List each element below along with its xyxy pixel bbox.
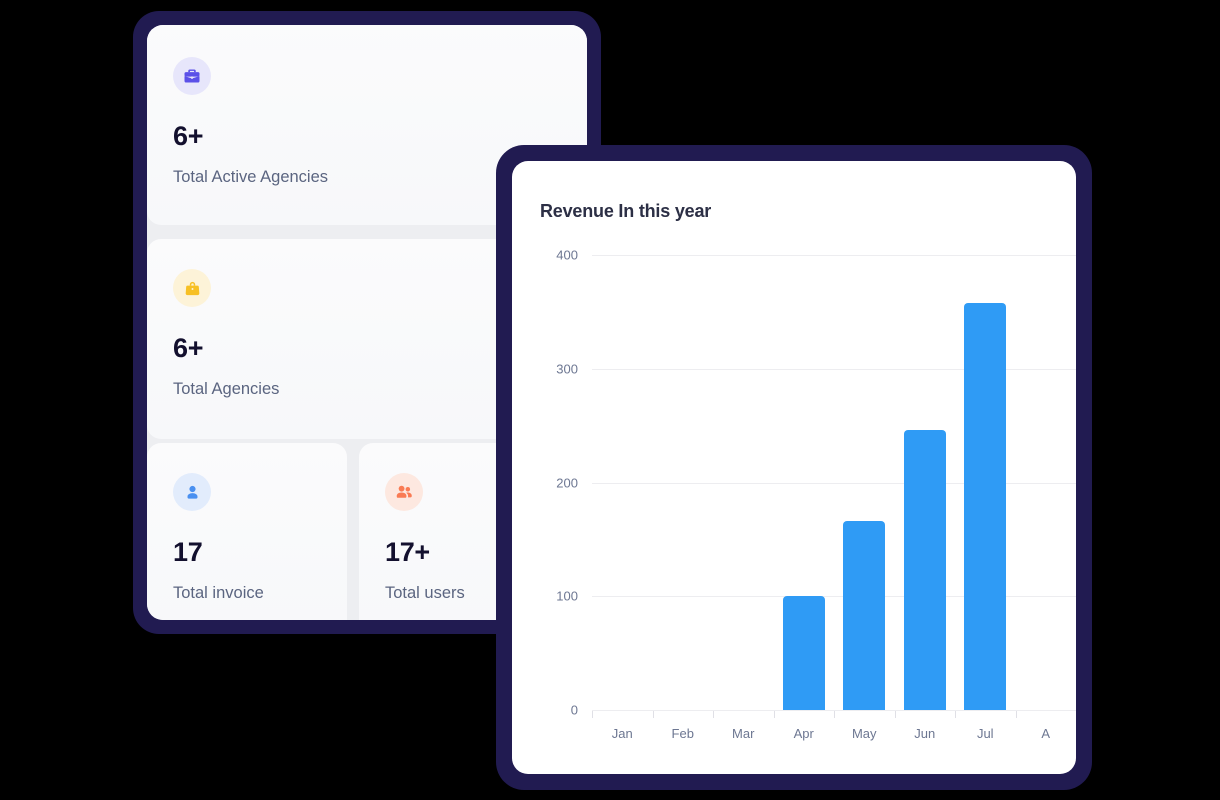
x-axis-tick (834, 711, 835, 718)
x-axis-tick-label: May (851, 726, 877, 741)
y-gridline (592, 368, 1076, 370)
user-icon (173, 473, 211, 511)
x-axis-tick-label: Jun (914, 726, 936, 741)
stat-card-total-invoice[interactable]: 17 Total invoice (147, 443, 347, 620)
x-axis-tick-label: Jan (611, 726, 633, 741)
stat-label: Total Active Agencies (173, 168, 329, 186)
x-axis-tick (652, 711, 654, 718)
stat-value: 6+ (173, 121, 204, 151)
y-axis-tick-label: 0 (570, 702, 578, 718)
stat-value: 17 (173, 537, 203, 567)
chart-panel-body: Revenue In this year 400 300 200 100 0 Jan Feb… (512, 161, 1076, 774)
revenue-bar-chart: 400 300 200 100 0 Jan Feb Mar Apr May Jun Jul A (512, 161, 1076, 774)
x-axis-tick-label: Jul (976, 726, 994, 741)
x-axis-tick-label: Mar (732, 726, 755, 741)
stat-label: Total Agencies (173, 380, 280, 398)
users-icon (385, 473, 423, 511)
y-axis-tick-label: 300 (556, 361, 578, 377)
y-gridline (592, 596, 1076, 598)
chart-title: Revenue In this year (540, 201, 712, 221)
x-axis-tick-label: A (1041, 726, 1051, 741)
briefcase-icon (173, 57, 211, 95)
bar-apr[interactable] (782, 596, 825, 710)
x-axis-tick (955, 711, 956, 718)
stat-label: Total users (385, 584, 465, 602)
stat-value: 17+ (385, 537, 430, 567)
stat-value: 6+ (173, 333, 204, 363)
y-gridline (592, 710, 1076, 711)
shopping-bag-icon (173, 269, 211, 307)
x-axis-tick-label: Feb (671, 726, 694, 741)
x-axis-tick-label: Apr (793, 726, 814, 741)
x-axis-tick (713, 711, 714, 718)
bar-jun[interactable] (903, 430, 946, 710)
x-axis-tick (592, 711, 593, 718)
bar-may[interactable] (843, 521, 886, 710)
stat-label: Total invoice (173, 584, 264, 602)
y-gridline (592, 482, 1076, 484)
bar-jul[interactable] (964, 302, 1007, 710)
y-axis-tick-label: 100 (556, 588, 578, 604)
x-axis-tick (894, 711, 896, 718)
x-axis-tick (1015, 711, 1017, 718)
y-gridline (592, 255, 1076, 257)
x-axis-tick (773, 711, 775, 718)
chart-panel-frame: Revenue In this year 400 300 200 100 0 Jan Feb… (496, 145, 1092, 790)
y-axis-tick-label: 400 (556, 247, 578, 263)
y-axis-tick-label: 200 (556, 475, 578, 491)
